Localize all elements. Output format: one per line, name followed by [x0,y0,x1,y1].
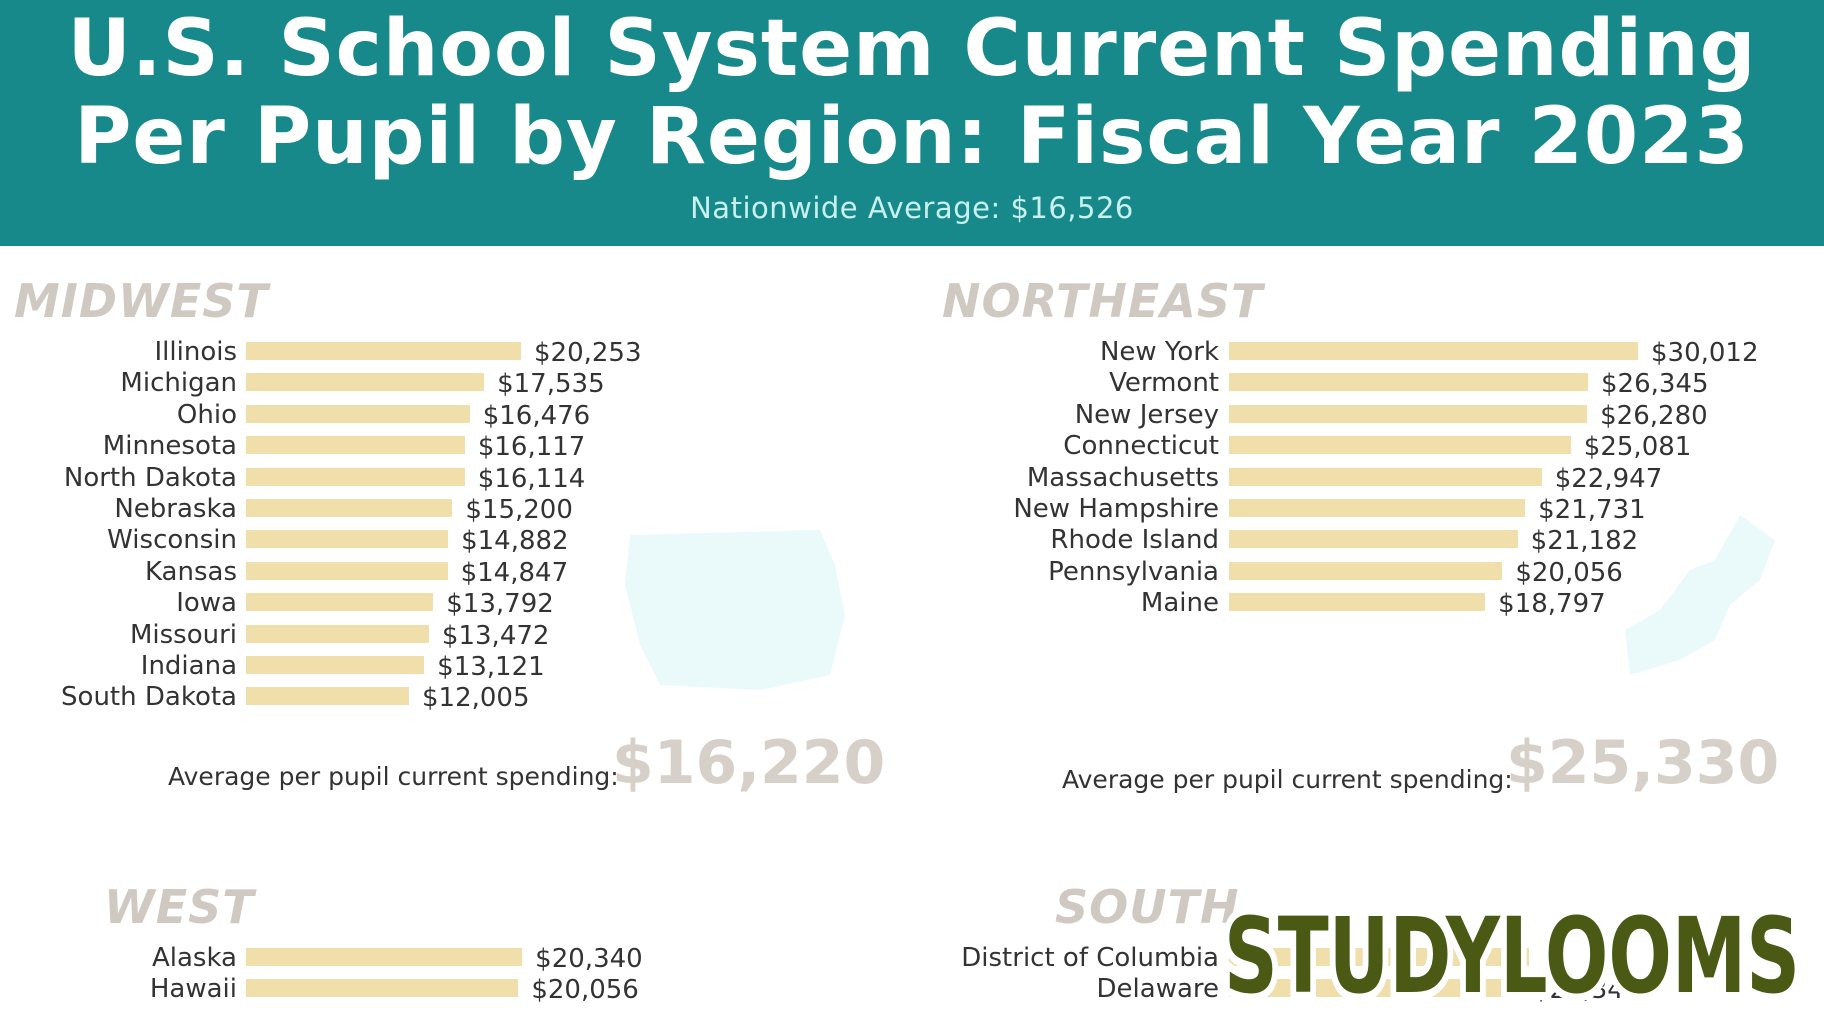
bar [246,948,523,966]
bar-value-label: $13,472 [441,620,550,651]
header-banner: U.S. School System Current Spending Per … [0,0,1824,246]
region-title-west: WEST [104,880,255,934]
bar [1229,342,1638,360]
state-label: North Dakota [63,462,237,493]
state-label: New Jersey [1074,399,1219,430]
bar [1229,436,1571,455]
bar-value-label: $20,340 [535,944,643,974]
bar-value-label: $21,182 [1530,526,1639,557]
bar [1229,561,1503,580]
bar-value-label: $16,117 [477,432,586,463]
bar [1229,373,1589,392]
bar [246,656,425,674]
state-label: Missouri [129,619,237,650]
state-label: New York [1099,337,1219,367]
title-line-2: Per Pupil by Region: Fiscal Year 2023 [74,92,1750,182]
northeast-average-value: $25,330 [1506,728,1780,798]
bar [246,499,453,517]
bar [246,530,449,549]
bar-value-label: $17,535 [497,369,605,400]
region-title-northeast: NORTHEAST [942,274,1264,328]
state-label: Delaware [1096,974,1219,1005]
bar [1229,467,1542,486]
state-label: Pennsylvania [1048,556,1219,587]
bar [246,373,485,392]
state-label: Alaska [151,943,237,973]
bar-value-label: $22,947 [1554,463,1663,494]
state-label: Massachusetts [1026,462,1219,493]
bar [246,687,409,706]
state-label: Connecticut [1063,431,1219,462]
logo-text: STUDYLOOMS [1224,895,1800,1017]
bar-value-label: $21,340 [1532,975,1641,1006]
bar-value-label: $20,056 [1515,557,1623,588]
midwest-map-icon [625,530,845,690]
state-label: Rhode Island [1050,525,1219,556]
bar [246,561,448,580]
state-label: Wisconsin [107,525,237,556]
state-label: Illinois [154,337,238,367]
bar-value-label: $14,882 [461,526,569,557]
bar-value-label: $15,200 [465,495,573,525]
bar-value-label: $16,476 [482,400,591,431]
bar [246,979,519,998]
bar-value-label: $30,012 [1651,338,1759,368]
bar [1229,948,1529,966]
bar [246,342,521,360]
bar-value-label: $21,731 [1538,495,1646,525]
bar [1229,979,1520,998]
state-label: Indiana [140,651,237,681]
state-label: Kansas [144,556,237,587]
midwest-average-label: Average per pupil current spending: [168,762,619,791]
bar-value-label: $20,056 [531,975,639,1006]
studylooms-logo: STUDYLOOMS STUDYLOOMS [1218,887,1808,1020]
bar-value-label: $25,081 [1583,432,1692,463]
region-title-midwest: MIDWEST [14,274,269,328]
title-line-1: U.S. School System Current Spending [67,4,1757,94]
bar [246,467,465,486]
bar-value-label: $20,253 [534,338,642,368]
northeast-average-label: Average per pupil current spending: [1062,765,1513,794]
bar-value-label: $18,797 [1498,589,1606,620]
midwest-average-value: $16,220 [612,728,886,798]
bar [246,624,429,643]
state-label: Vermont [1109,368,1219,399]
logo-outline: STUDYLOOMS [1224,895,1800,1017]
nationwide-average: Nationwide Average: $16,526 [690,191,1134,225]
bar-value-label: $26,280 [1600,400,1708,431]
bar [1229,404,1588,423]
bar [246,593,434,612]
bar-value-label: $14,847 [460,557,569,588]
bar-value-label: $13,792 [446,589,554,620]
northeast-map-icon [1625,515,1775,675]
state-label: Michigan [120,368,237,399]
bar [246,436,465,455]
state-label: New Hampshire [1013,494,1219,524]
bar [1229,593,1486,612]
state-label: South Dakota [61,682,237,713]
state-label: District of Columbia [961,943,1219,973]
state-label: Iowa [176,588,237,619]
state-label: Nebraska [114,494,237,524]
bar-value-label: $26,345 [1601,369,1709,400]
bar [1229,530,1518,549]
region-title-south: SOUTH [1055,880,1240,934]
state-label: Hawaii [149,974,237,1005]
bar [1229,499,1526,517]
bar-value-label: $16,114 [477,463,586,494]
bar-value-label: $12,005 [422,683,530,714]
state-label: Maine [1140,588,1219,619]
state-label: Ohio [176,399,237,430]
state-label: Minnesota [102,431,237,462]
bar-value-label: $13,121 [437,652,545,682]
bar [246,404,470,423]
